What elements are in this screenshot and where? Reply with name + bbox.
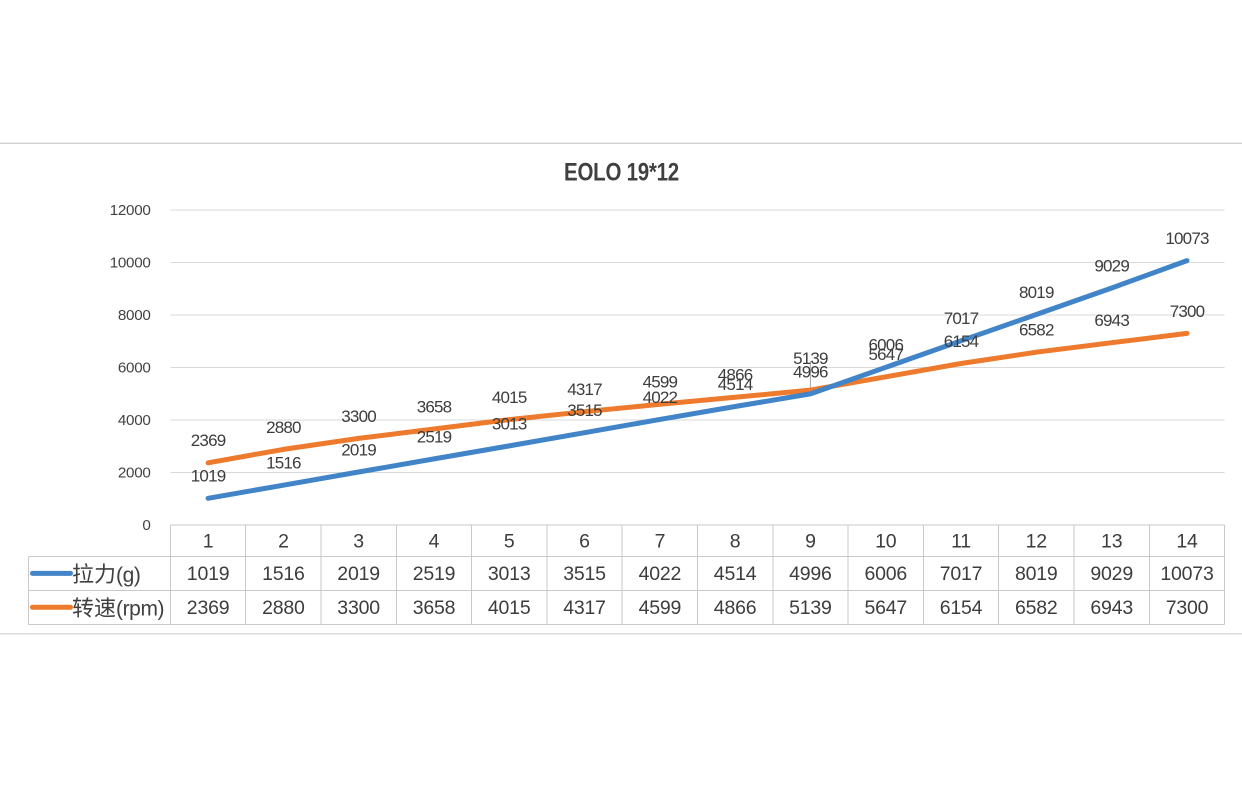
svg-text:14: 14 [1176,531,1198,553]
svg-text:1019: 1019 [191,467,226,486]
svg-text:1516: 1516 [262,563,305,585]
svg-text:10: 10 [875,531,897,553]
svg-text:12: 12 [1026,531,1047,553]
svg-text:4022: 4022 [639,563,682,585]
svg-text:7017: 7017 [944,309,979,328]
svg-text:6: 6 [579,531,590,553]
svg-text:13: 13 [1101,531,1122,553]
svg-text:11: 11 [951,531,971,553]
svg-text:2880: 2880 [262,597,305,619]
svg-text:8019: 8019 [1015,563,1058,585]
svg-text:4000: 4000 [118,412,151,429]
svg-text:4015: 4015 [488,597,531,619]
svg-text:3658: 3658 [417,397,452,416]
svg-text:8019: 8019 [1019,283,1054,302]
svg-text:2: 2 [278,531,289,553]
svg-text:3300: 3300 [337,597,380,619]
svg-text:10073: 10073 [1160,563,1213,585]
svg-text:0: 0 [142,517,150,534]
svg-text:4514: 4514 [718,375,753,394]
svg-text:4022: 4022 [643,388,678,407]
svg-text:EOLO 19*12: EOLO 19*12 [564,157,679,185]
svg-text:9: 9 [805,531,816,553]
svg-text:4317: 4317 [563,597,606,619]
svg-text:2369: 2369 [187,597,230,619]
svg-text:3515: 3515 [567,401,602,420]
svg-text:5139: 5139 [789,597,832,619]
svg-text:6154: 6154 [944,332,979,351]
svg-text:3658: 3658 [413,597,456,619]
svg-text:7300: 7300 [1166,597,1209,619]
svg-text:3013: 3013 [488,563,531,585]
svg-text:6582: 6582 [1019,321,1054,340]
svg-text:5: 5 [504,531,515,553]
svg-text:9029: 9029 [1094,256,1129,275]
svg-text:1019: 1019 [187,563,230,585]
svg-text:2880: 2880 [266,418,301,437]
svg-text:8: 8 [730,531,741,553]
svg-text:4: 4 [429,531,440,553]
svg-text:6006: 6006 [868,336,903,355]
svg-text:2519: 2519 [417,427,452,446]
svg-text:8000: 8000 [118,307,151,324]
svg-text:3013: 3013 [492,414,527,433]
svg-text:5647: 5647 [868,345,903,364]
svg-text:4514: 4514 [714,563,757,585]
svg-text:6582: 6582 [1015,597,1058,619]
svg-text:7: 7 [655,531,666,553]
svg-text:4866: 4866 [714,597,757,619]
svg-text:2000: 2000 [118,465,151,482]
svg-text:1: 1 [203,531,214,553]
svg-text:(rpm): (rpm) [116,598,164,621]
svg-text:2019: 2019 [341,440,376,459]
svg-text:9029: 9029 [1090,563,1133,585]
svg-text:7300: 7300 [1170,302,1205,321]
svg-text:2019: 2019 [337,563,380,585]
svg-text:12000: 12000 [110,202,151,219]
svg-text:6943: 6943 [1090,597,1133,619]
svg-text:5647: 5647 [865,597,908,619]
svg-text:6943: 6943 [1094,311,1129,330]
svg-text:3300: 3300 [341,407,376,426]
svg-text:2519: 2519 [413,563,456,585]
svg-text:1516: 1516 [266,454,301,473]
svg-text:3: 3 [353,531,364,553]
svg-text:4996: 4996 [789,563,832,585]
svg-text:6000: 6000 [118,360,151,377]
svg-text:4996: 4996 [793,362,828,381]
svg-text:7017: 7017 [940,563,983,585]
svg-text:(g): (g) [116,564,140,587]
svg-text:4015: 4015 [492,388,527,407]
svg-text:6154: 6154 [940,597,983,619]
svg-text:4317: 4317 [567,380,602,399]
svg-text:2369: 2369 [191,431,226,450]
svg-text:10073: 10073 [1165,229,1209,248]
svg-text:4866: 4866 [718,366,753,385]
svg-text:5139: 5139 [793,349,828,368]
svg-text:4599: 4599 [639,597,682,619]
svg-text:6006: 6006 [865,563,908,585]
svg-text:3515: 3515 [563,563,606,585]
svg-text:4599: 4599 [643,373,678,392]
svg-text:10000: 10000 [110,255,151,272]
